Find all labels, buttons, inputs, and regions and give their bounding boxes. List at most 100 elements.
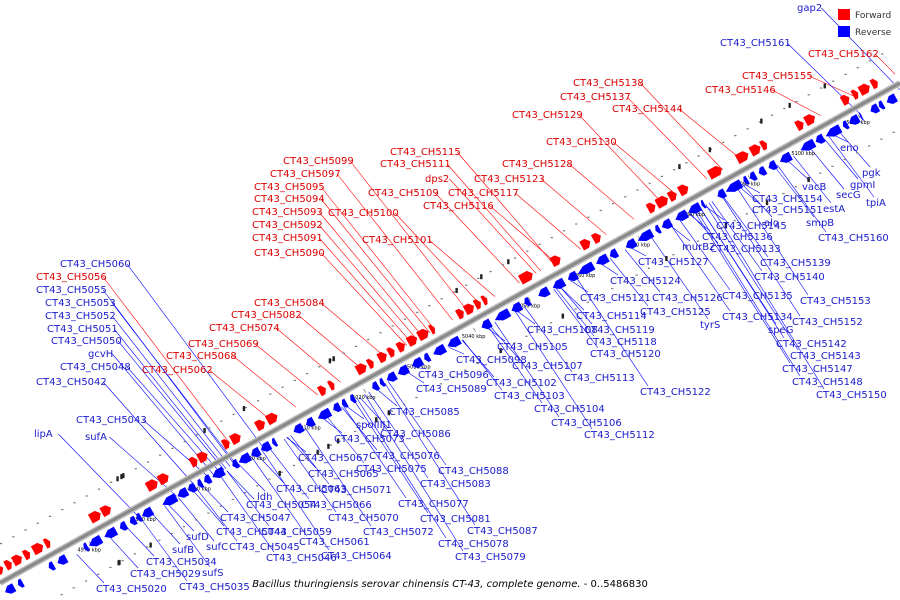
reverse-label-leader [711,201,763,272]
reverse-gene-label: CT43_CH5059 [261,527,332,538]
reverse-label-leader [167,503,195,532]
dot-row-upper [758,121,761,123]
reverse-label-leader [140,518,188,582]
forward-label-leader [102,276,231,444]
reverse-gene-label: CT43_CH5107 [512,361,583,372]
reverse-label-leader [353,399,429,514]
forward-gene [579,238,591,251]
reverse-gene [700,199,707,209]
dot-row-upper [562,230,566,232]
dot-row-lower [109,566,112,569]
reverse-label-leader [341,406,378,451]
dot-row-upper [208,427,211,429]
reverse-gene-label: CT43_CH5071 [321,485,392,496]
reverse-gene-label: CT43_CH5034 [146,557,217,568]
reverse-label-leader [774,166,815,218]
rna-marker [499,348,502,354]
dot-row-upper [330,359,333,361]
reverse-gene [271,437,279,447]
reverse-gene [447,335,462,348]
forward-label-leader [434,192,520,284]
dot-row-upper [734,135,737,137]
dot-row-lower [60,594,63,596]
dot-row-lower [782,192,785,195]
reverse-gene-label: CT43_CH5065 [308,469,379,480]
reverse-label-leader [126,263,264,449]
dot-row-lower [660,260,663,263]
dot-row-lower [831,165,834,167]
reverse-gene [162,493,179,506]
rna-marker [242,406,246,412]
dot-row-lower [182,526,185,528]
forward-gene-label: CT43_CH5155 [742,71,813,82]
reverse-label-leader [364,394,464,552]
reverse-label-leader [117,340,225,471]
forward-label-leader [874,53,896,75]
forward-label-leader [320,198,431,333]
dot-row-lower [880,138,883,140]
forward-gene [327,380,335,391]
legend-reverse-label: Reverse [855,28,892,38]
forward-label-leader [489,205,557,263]
dot-row-lower [292,464,296,467]
dot-row-lower [757,206,761,208]
dot-row-lower [855,152,859,154]
dot-row-upper [501,264,504,266]
dot-row-upper [611,203,615,205]
reverse-label-leader [102,289,235,465]
reverse-label-leader [708,202,825,390]
reverse-gene-label: speG [768,325,793,336]
reverse-gene [609,248,620,259]
reverse-gene-label: CT43_CH5134 [722,312,793,323]
dot-row-upper [171,447,174,449]
forward-gene [10,554,22,567]
forward-gene-label: CT43_CH5062 [142,365,213,376]
forward-gene [0,566,4,576]
reverse-gene-label: CT43_CH5064 [321,551,392,562]
forward-label-leader [678,108,742,160]
forward-gene [839,94,850,106]
reverse-label-leader [344,404,365,420]
reverse-gene [130,515,138,526]
dot-row-upper [379,332,382,334]
dot-row-lower [549,322,553,324]
dot-row-lower [366,424,369,426]
dot-row-upper [146,461,150,463]
rna-marker [118,559,121,565]
reverse-gene-label: CT43_CH5072 [363,527,434,538]
reverse-gene [842,120,850,130]
reverse-label-leader [689,213,719,244]
rna-marker [765,200,769,206]
reverse-gene [524,296,532,307]
reverse-gene [511,301,524,313]
dot-row-upper [97,488,101,490]
gene-labels: CT43_CH5162 CT43_CH5155 CT43_CH5146 CT43_CH… [34,3,889,595]
reverse-label-leader [809,146,845,190]
reverse-label-leader [387,381,447,466]
rna-marker [788,102,791,108]
reverse-label-leader [705,204,799,351]
rna-marker [507,259,510,265]
forward-gene-label: CT43_CH5144 [612,104,683,115]
reverse-gene-label: CT43_CH5053 [45,298,116,309]
forward-gene [645,202,656,214]
reverse-label-leader [696,209,801,377]
tick-label: 4990 kbp [187,486,211,492]
dot-row-upper [770,114,774,116]
reverse-gene-label: CT43_CH5125 [640,307,711,318]
dot-row-lower [647,267,651,269]
reverse-gene [424,352,432,362]
reverse-label-leader [786,159,811,182]
dot-row-lower [341,437,345,439]
dot-row-upper [685,162,688,164]
reverse-gene-label: gpmI [850,180,875,191]
reverse-label-leader [262,450,330,551]
forward-gene [549,255,561,267]
reverse-label-leader [823,138,859,180]
dot-row-lower [574,308,577,310]
forward-gene [316,385,326,397]
rna-marker [327,443,330,449]
forward-gene-label: CT43_CH5128 [502,159,573,170]
reverse-label-leader [559,285,593,325]
dot-row-lower [378,417,381,419]
